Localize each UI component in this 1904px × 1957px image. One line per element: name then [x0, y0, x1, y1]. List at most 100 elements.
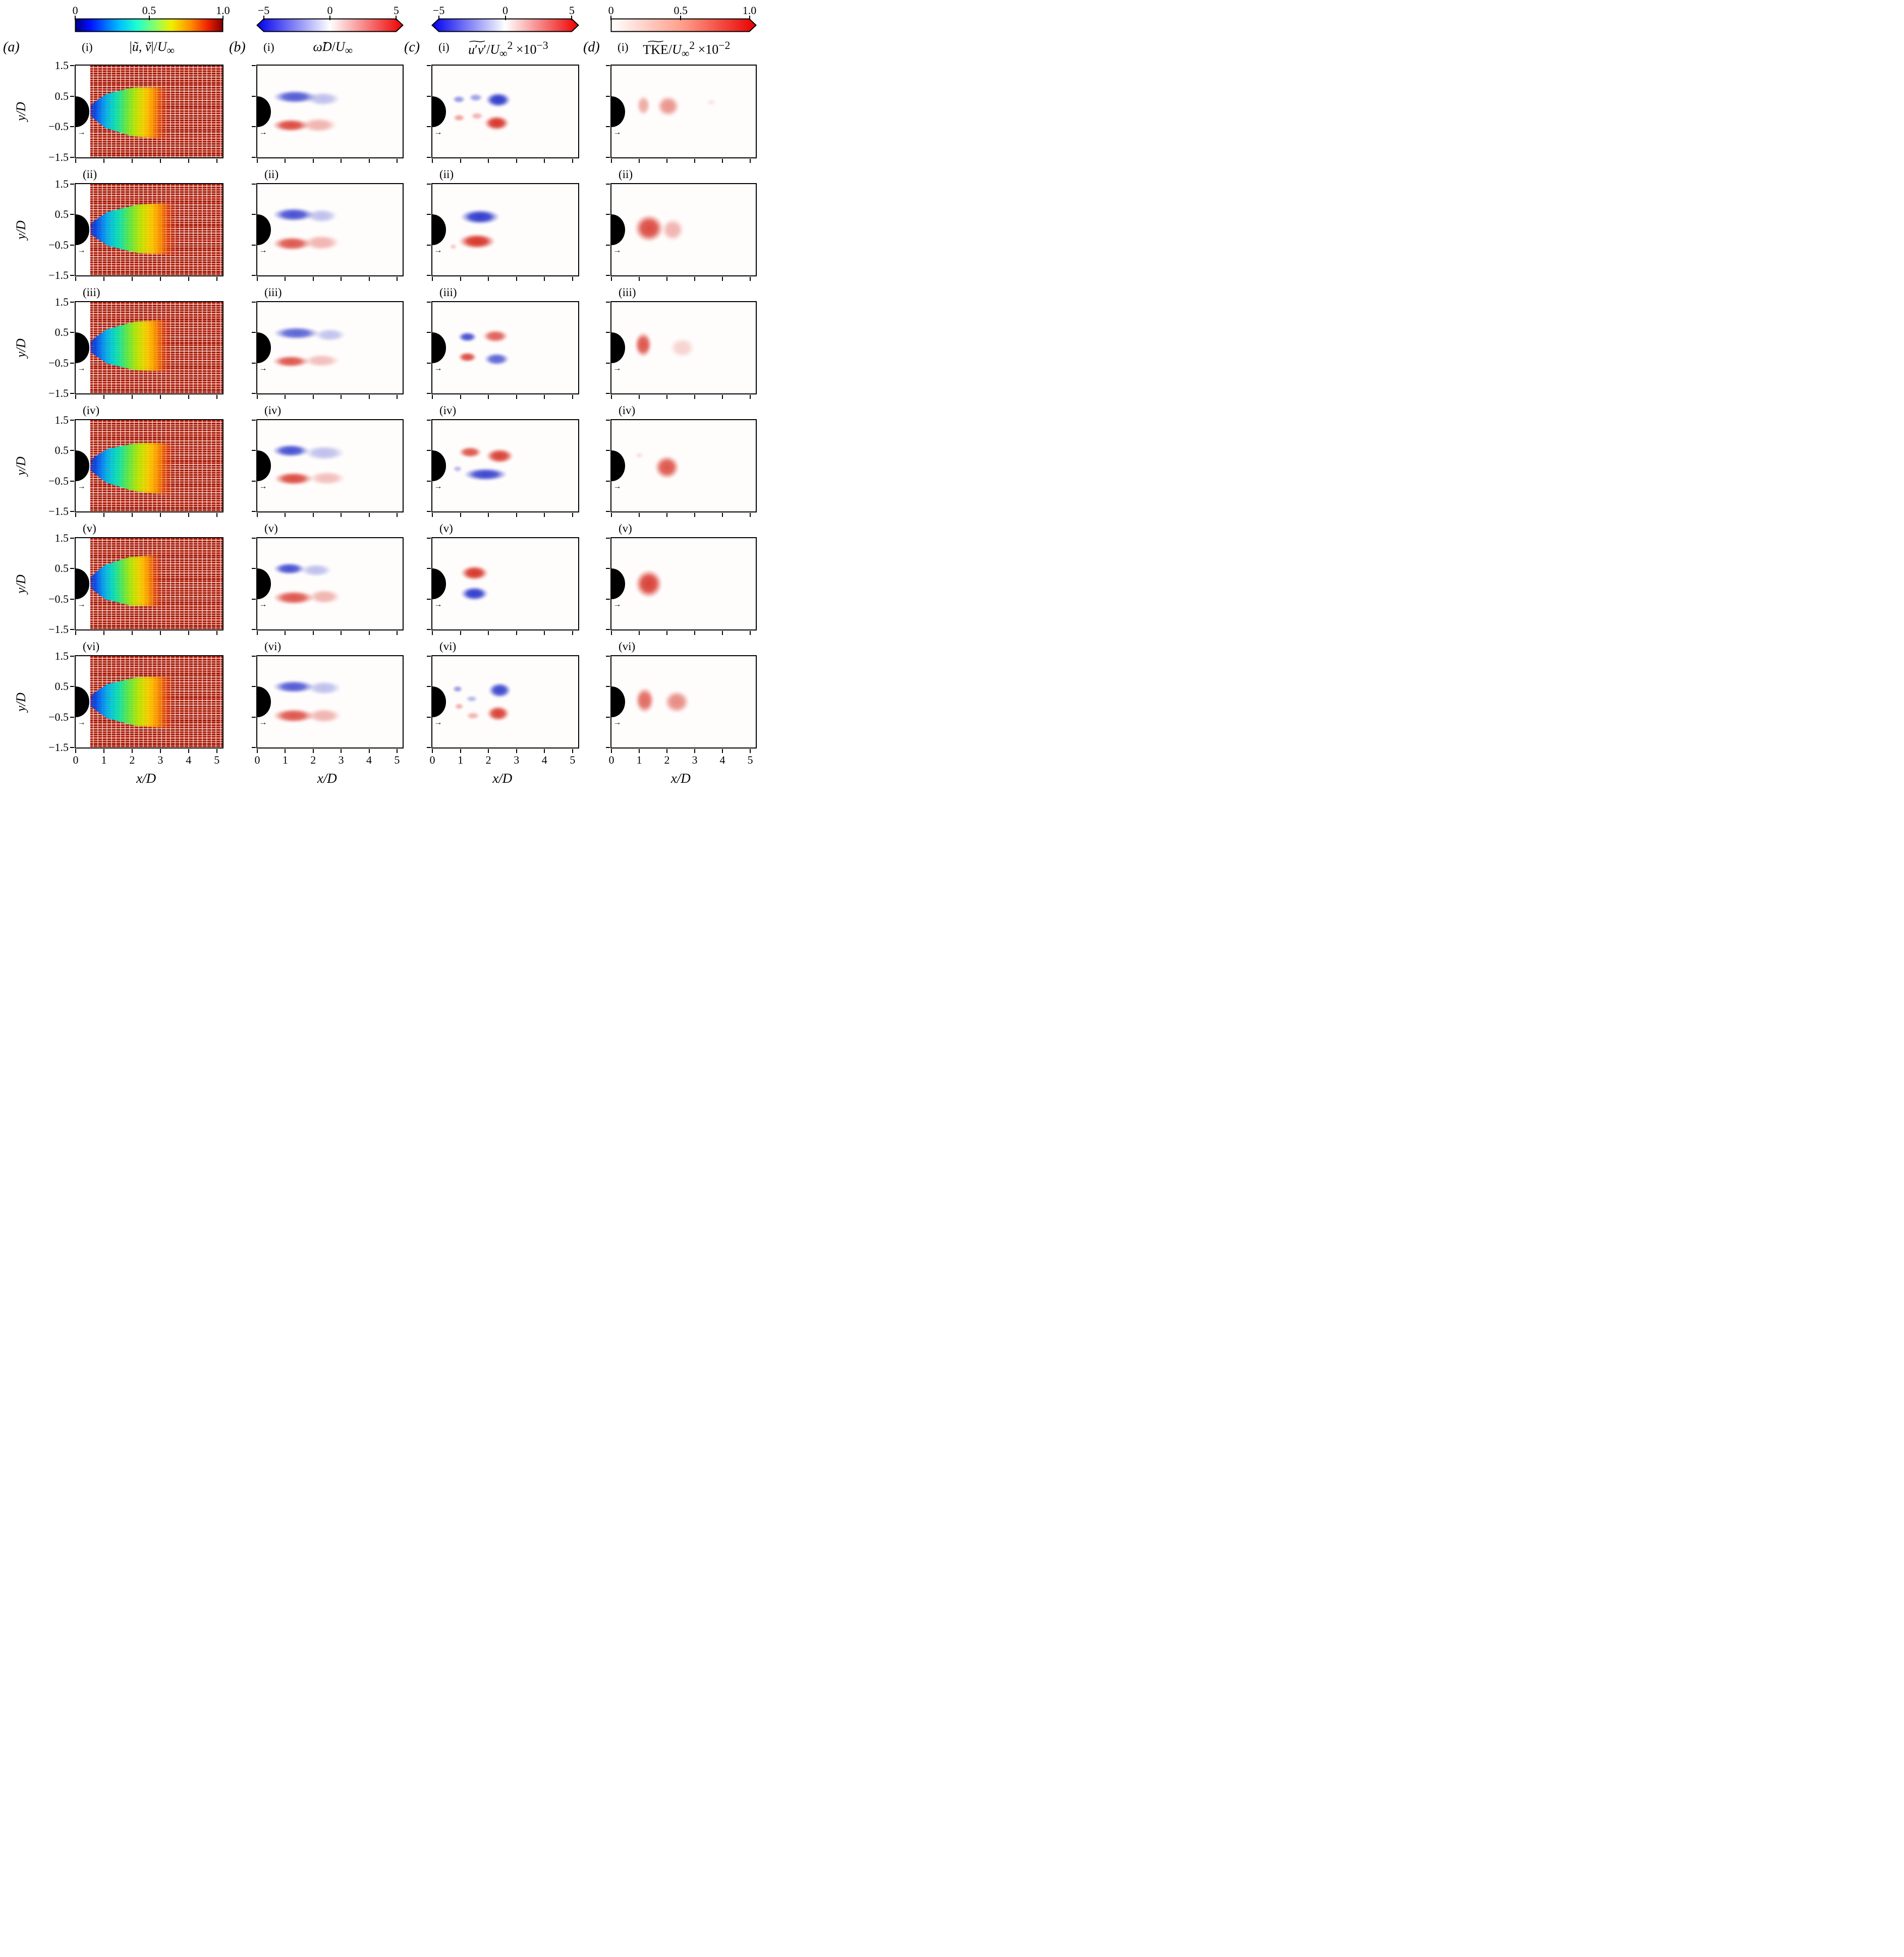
wake-region: [89, 84, 170, 140]
row-label-cell: (iii): [610, 276, 757, 301]
x-tick-mark: [460, 749, 461, 753]
colorbar-labels: 0 0.5 1.0: [73, 4, 230, 17]
quiver-field: [76, 302, 222, 393]
colorbar-gradient: [256, 18, 404, 32]
x-tick-mark: [694, 159, 695, 163]
panel-title: ω̃D/U∞: [313, 39, 353, 57]
row-label-cell: (v): [256, 512, 404, 537]
x-tick-mark: [694, 631, 695, 635]
y-tick-mark: [606, 214, 610, 215]
contour-field: [432, 302, 578, 393]
x-tick-mark: [396, 749, 398, 753]
contour-blob: [451, 94, 467, 104]
contour-field: [257, 538, 403, 629]
panel-c-6: → 0 1 2 3 4 5 x/D: [427, 655, 579, 786]
y-tick-mark: [427, 686, 431, 687]
contour-blob: [456, 351, 479, 363]
x-tick-mark: [611, 513, 612, 517]
y-tick-label: 1.5: [54, 296, 69, 308]
x-tick-mark: [666, 513, 667, 517]
x-tick-mark: [611, 395, 612, 399]
contour-blob: [451, 685, 464, 693]
flow-arrow-icon: →: [259, 364, 267, 373]
contour-blob: [484, 704, 513, 723]
y-tick-mark: [427, 95, 431, 97]
flow-arrow-icon: →: [77, 600, 86, 609]
x-tick-mark: [666, 277, 667, 281]
contour-blob: [268, 442, 313, 458]
y-tick-mark: [70, 716, 74, 718]
panel-b-1: →: [252, 65, 404, 163]
column-header: −5 0 5 (b) (i) ω̃D/U∞: [229, 4, 404, 65]
contour-blob: [658, 216, 687, 244]
x-tick-mark: [666, 395, 667, 399]
y-tick-mark: [70, 275, 74, 276]
y-tick-mark: [70, 450, 74, 451]
row-label-cell: (iv): [610, 394, 757, 419]
x-tick-mark: [159, 277, 161, 281]
y-tick-mark: [70, 362, 74, 364]
contour-blob: [469, 111, 485, 121]
x-tick-mark: [75, 277, 76, 281]
panel-letter: (a): [3, 39, 20, 55]
contour-field: [432, 184, 578, 275]
contour-blob: [269, 561, 309, 576]
y-tick-mark: [427, 568, 431, 569]
contour-blob: [467, 92, 484, 103]
colorbar-tick-label: 5: [393, 4, 399, 17]
y-axis-label: y/D: [14, 338, 28, 358]
x-tick-mark: [432, 749, 433, 753]
colorbar-tick-mark: [680, 16, 682, 20]
x-tick-mark: [460, 513, 461, 517]
y-tick-label: 1.5: [54, 59, 69, 72]
x-tick-mark: [188, 631, 189, 635]
panel-b-6: → 0 1 2 3 4 5 x/D: [252, 655, 404, 786]
x-tick-mark: [312, 159, 314, 163]
flow-arrow-icon: →: [434, 364, 442, 373]
x-tick-mark: [341, 395, 342, 399]
y-tick-mark: [252, 716, 256, 718]
y-tick-mark: [427, 511, 431, 512]
y-tick-mark: [427, 538, 431, 539]
x-tick-mark: [516, 513, 517, 517]
colorbar-tick-mark: [571, 16, 573, 20]
y-tick-label: −0.5: [48, 238, 69, 251]
x-tick-mark: [103, 749, 104, 753]
contour-blob: [302, 207, 342, 225]
row-label: (ii): [83, 168, 97, 181]
x-tick-mark: [460, 395, 461, 399]
y-tick-mark: [70, 214, 74, 215]
flow-arrow-icon: →: [434, 128, 442, 137]
row-label-cell: (vi): [75, 630, 223, 655]
y-tick-mark: [70, 95, 74, 97]
x-tick-mark: [488, 513, 489, 517]
x-tick-mark: [432, 513, 433, 517]
x-tick-label: 2: [310, 754, 316, 766]
flow-arrow-icon: →: [259, 128, 267, 137]
row-label-cell: (iv): [431, 394, 579, 419]
y-tick-label: −0.5: [48, 592, 69, 605]
y-tick-mark: [252, 393, 256, 394]
x-tick-mark: [666, 159, 667, 163]
y-tick-mark: [427, 393, 431, 394]
x-tick-mark: [159, 749, 161, 753]
panel-c-5: →: [427, 537, 579, 635]
y-tick-label: 1.5: [54, 414, 69, 426]
x-tick-mark: [341, 159, 342, 163]
panel-a-3: → 1.5 0.5 −0.5 −1.5 y/D: [14, 296, 223, 399]
y-tick-label: 1.5: [54, 532, 69, 544]
x-tick-mark: [488, 277, 489, 281]
flow-arrow-icon: →: [259, 246, 267, 255]
colorbar-labels: −5 0 5: [256, 4, 404, 17]
x-tick-mark: [216, 749, 217, 753]
colorbar-tick-label: 0: [608, 4, 614, 17]
y-tick-mark: [252, 184, 256, 185]
colorbar-gradient: [431, 18, 579, 32]
x-tick-mark: [694, 749, 695, 753]
x-tick-mark: [396, 631, 398, 635]
colorbar-tick-mark: [263, 16, 264, 20]
contour-blob: [458, 585, 491, 602]
x-tick-mark: [188, 395, 189, 399]
y-tick-mark: [252, 95, 256, 97]
flow-arrow-icon: →: [77, 482, 86, 491]
